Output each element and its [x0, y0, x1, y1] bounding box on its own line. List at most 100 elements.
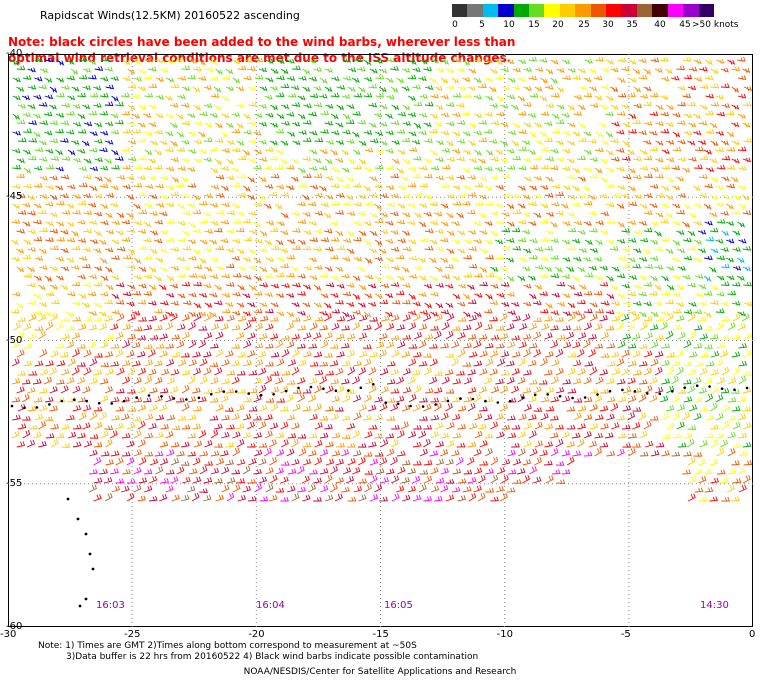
contamination-dot [583, 396, 587, 399]
wind-barb [368, 102, 378, 108]
wind-barb [33, 131, 41, 138]
wind-barb [588, 68, 597, 74]
wind-barb [209, 362, 219, 368]
wind-barb [697, 458, 707, 466]
wind-barb [215, 209, 225, 215]
wind-barb [727, 468, 736, 475]
wind-barb [357, 119, 367, 125]
wind-barb [149, 387, 158, 394]
wind-barb [341, 415, 351, 421]
wind-barb [628, 310, 637, 316]
wind-barb [727, 448, 736, 457]
legend-color-bar [452, 4, 714, 17]
wind-barb [413, 331, 422, 340]
wind-barb [287, 239, 296, 245]
wind-barb [413, 192, 423, 198]
wind-barb [232, 291, 241, 297]
wind-barb [620, 368, 630, 376]
wind-barb [335, 367, 344, 376]
wind-barb [347, 457, 356, 466]
wind-barb [688, 301, 697, 307]
wind-barb [221, 378, 230, 385]
wind-barb [605, 95, 614, 102]
wind-barb [308, 220, 317, 226]
wind-barb [181, 230, 190, 237]
wind-barb [335, 230, 344, 237]
wind-barb [418, 257, 427, 263]
wind-barb [540, 203, 549, 209]
wind-barb [336, 315, 346, 322]
wind-barb [65, 129, 75, 135]
wind-barb [44, 275, 53, 282]
wind-barb [710, 101, 720, 107]
wind-barb [182, 300, 192, 305]
wind-barb [198, 131, 206, 138]
wind-barb [149, 495, 158, 502]
wind-barb [727, 59, 736, 66]
wind-barb [280, 476, 289, 484]
wind-barb [600, 423, 609, 430]
wind-barb [705, 167, 715, 173]
wind-barb [655, 104, 664, 111]
wind-barb [677, 192, 687, 198]
wind-barb [144, 92, 154, 98]
wind-barb [583, 131, 592, 137]
wind-barb [193, 440, 203, 448]
wind-barb [28, 424, 38, 430]
wind-barb [385, 130, 394, 136]
contamination-dot [621, 388, 624, 392]
wind-barb [171, 494, 180, 502]
wind-barb [705, 93, 715, 99]
contamination-dot [484, 399, 487, 403]
wind-barb [698, 284, 707, 290]
wind-barb [661, 76, 670, 82]
wind-barb [429, 201, 439, 207]
wind-barb [496, 358, 505, 367]
wind-barb [561, 239, 571, 245]
wind-barb [584, 58, 593, 64]
wind-barb [247, 248, 256, 255]
wind-barb [224, 407, 234, 412]
wind-barb [512, 209, 522, 215]
wind-barb [496, 467, 506, 475]
wind-barb [308, 377, 318, 385]
wind-barb [720, 335, 730, 340]
legend-label: 30 [602, 20, 614, 30]
wind-barb [694, 487, 704, 493]
wind-barb [127, 139, 137, 145]
wind-barb [533, 122, 542, 128]
wind-barb [445, 494, 455, 502]
wind-barb [198, 311, 207, 317]
wind-barb [606, 149, 614, 157]
wind-barb [578, 247, 587, 253]
wind-barb [231, 413, 240, 421]
wind-barb [423, 403, 432, 412]
wind-barb [616, 273, 626, 279]
wind-barb [291, 458, 300, 466]
wind-barb [342, 57, 352, 63]
wind-barb [407, 376, 416, 385]
wind-barb [697, 248, 707, 254]
wind-barb [562, 130, 571, 136]
wind-barb [451, 148, 461, 154]
wind-barb [187, 182, 197, 188]
wind-barb [105, 192, 115, 198]
wind-barb [555, 424, 564, 430]
wind-barb [149, 194, 158, 200]
wind-barb [341, 94, 351, 99]
wind-barb [715, 412, 724, 421]
wind-barb [512, 351, 521, 358]
wind-barb [78, 323, 87, 331]
wind-barb [489, 350, 499, 358]
wind-barb [243, 321, 252, 331]
wind-barb [269, 85, 278, 91]
contamination-dot [322, 387, 325, 391]
wind-barb [72, 424, 82, 430]
wind-barb [567, 367, 576, 376]
wind-barb [479, 229, 488, 235]
wind-barb [683, 451, 692, 457]
wind-barb [599, 442, 609, 448]
wind-barb [433, 402, 442, 412]
wind-barb [237, 192, 247, 198]
wind-barb [33, 94, 42, 100]
